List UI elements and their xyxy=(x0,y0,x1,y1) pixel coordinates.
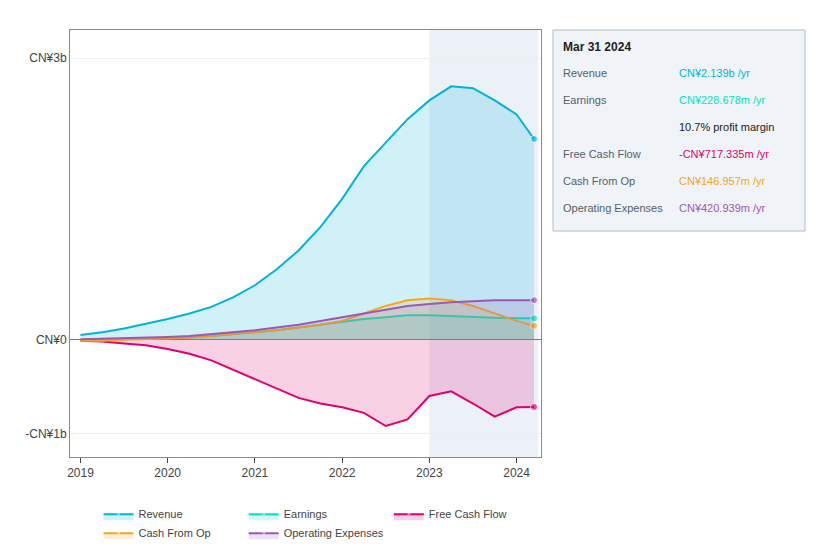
svg-text:Free Cash Flow: Free Cash Flow xyxy=(429,508,507,520)
svg-text:2021: 2021 xyxy=(242,466,269,480)
svg-text:CN¥0: CN¥0 xyxy=(36,333,67,347)
svg-text:CN¥2.139b /yr: CN¥2.139b /yr xyxy=(679,67,750,79)
svg-text:2020: 2020 xyxy=(154,466,181,480)
svg-text:Revenue: Revenue xyxy=(139,508,183,520)
svg-text:CN¥420.939m /yr: CN¥420.939m /yr xyxy=(679,202,766,214)
svg-text:CN¥3b: CN¥3b xyxy=(29,51,67,65)
svg-text:2022: 2022 xyxy=(329,466,356,480)
svg-text:Free Cash Flow: Free Cash Flow xyxy=(563,148,641,160)
svg-text:Revenue: Revenue xyxy=(563,67,607,79)
svg-text:Operating Expenses: Operating Expenses xyxy=(563,202,663,214)
svg-text:-CN¥717.335m /yr: -CN¥717.335m /yr xyxy=(679,148,769,160)
svg-text:2019: 2019 xyxy=(67,466,94,480)
svg-text:Earnings: Earnings xyxy=(284,508,328,520)
svg-text:Operating Expenses: Operating Expenses xyxy=(284,527,384,539)
svg-text:Mar 31 2024: Mar 31 2024 xyxy=(563,40,631,54)
svg-text:Cash From Op: Cash From Op xyxy=(563,175,635,187)
svg-text:Cash From Op: Cash From Op xyxy=(139,527,211,539)
svg-text:10.7% profit margin: 10.7% profit margin xyxy=(679,121,774,133)
svg-text:CN¥146.957m /yr: CN¥146.957m /yr xyxy=(679,175,766,187)
svg-text:2024: 2024 xyxy=(503,466,530,480)
svg-text:Earnings: Earnings xyxy=(563,94,607,106)
svg-text:CN¥228.678m /yr: CN¥228.678m /yr xyxy=(679,94,766,106)
svg-text:2023: 2023 xyxy=(416,466,443,480)
svg-text:-CN¥1b: -CN¥1b xyxy=(25,427,67,441)
